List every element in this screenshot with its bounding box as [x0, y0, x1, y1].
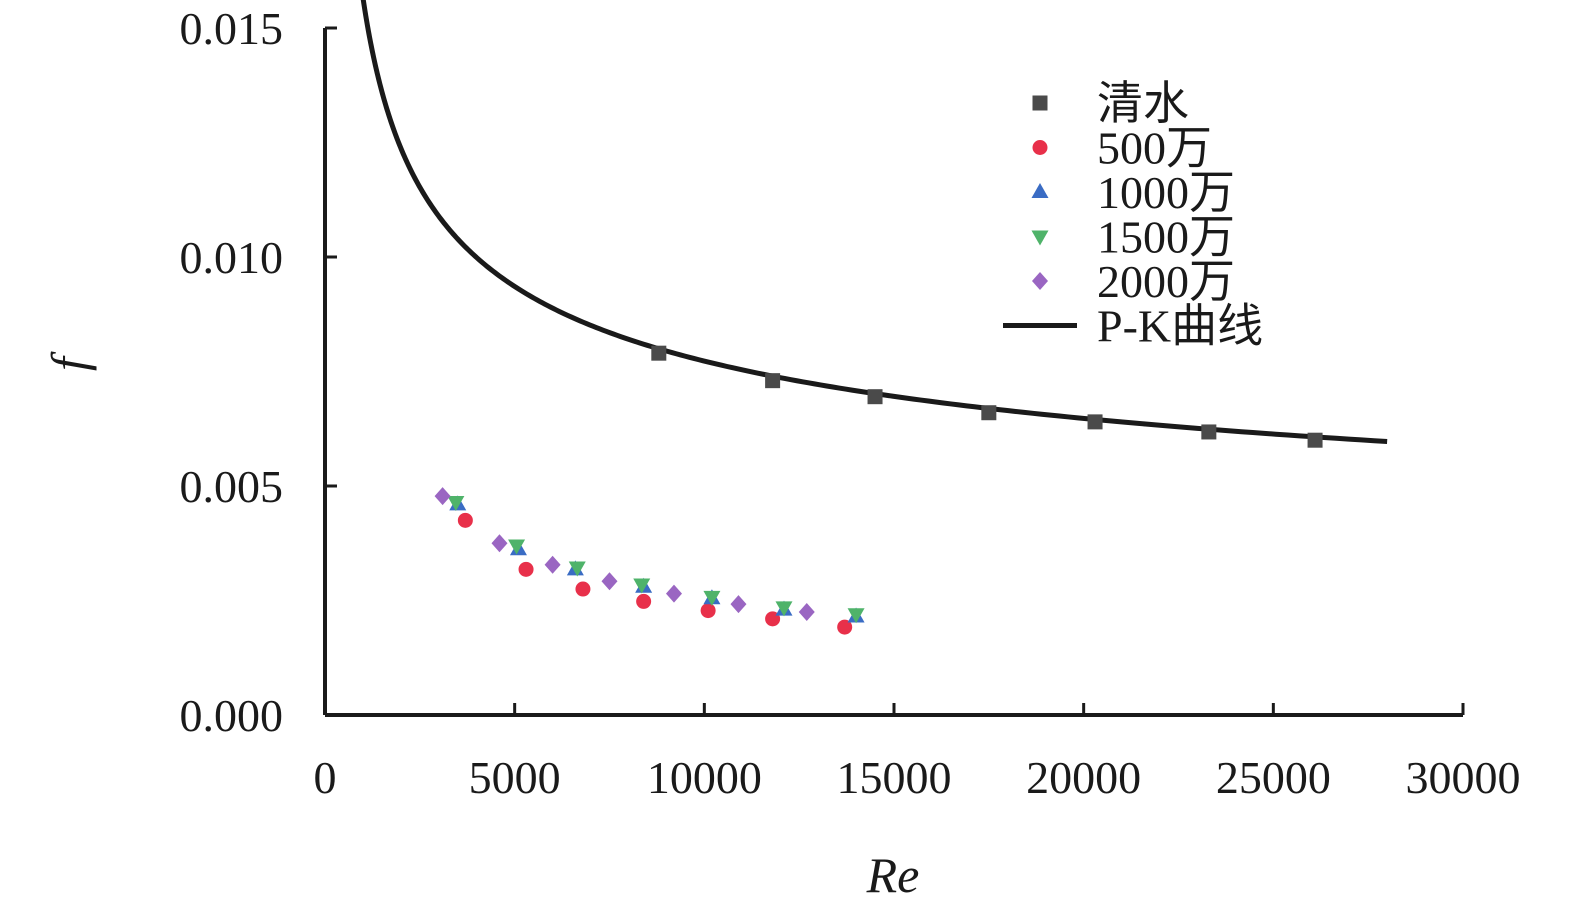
data-point-triangle-down — [568, 561, 586, 577]
axes — [323, 28, 1463, 717]
data-point-square — [1307, 432, 1323, 448]
legend-label: 1000万 — [1097, 167, 1235, 218]
legend-label: P-K曲线 — [1097, 301, 1263, 352]
data-points — [434, 345, 1323, 635]
x-tick-label: 10000 — [647, 752, 762, 803]
y-tick-label: 0.015 — [180, 3, 284, 54]
data-point-triangle-down — [847, 608, 865, 624]
data-point-diamond — [491, 534, 508, 553]
data-point-diamond — [544, 555, 561, 574]
data-point-diamond — [730, 595, 747, 614]
x-tick-label: 5000 — [469, 752, 561, 803]
y-tick-label: 0.010 — [180, 232, 284, 283]
data-point-diamond — [665, 584, 682, 603]
data-point-triangle-down — [775, 601, 793, 617]
data-point-diamond — [798, 602, 815, 621]
data-point-circle — [700, 603, 716, 619]
legend-label: 1500万 — [1097, 212, 1235, 263]
legend-swatch-triangle-down — [1031, 230, 1049, 246]
legend-swatch-circle — [1032, 140, 1048, 155]
data-point-diamond — [434, 487, 451, 506]
data-point-square — [867, 389, 883, 405]
y-tick-label: 0.005 — [180, 461, 284, 512]
x-tick-label: 20000 — [1026, 752, 1141, 803]
y-axis-title: f — [41, 351, 97, 371]
data-point-square — [765, 373, 781, 389]
legend-label: 2000万 — [1097, 256, 1235, 307]
x-axis-title: Re — [866, 847, 920, 903]
data-point-triangle-down — [633, 578, 651, 594]
pk-curve-line — [360, 0, 1388, 445]
data-point-triangle-down — [703, 590, 721, 606]
data-point-triangle-down — [447, 496, 465, 512]
data-point-square — [1201, 424, 1217, 440]
data-point-square — [1087, 414, 1103, 430]
data-point-circle — [636, 593, 652, 609]
legend-swatch-square — [1032, 95, 1048, 111]
y-tick-label: 0.000 — [180, 690, 284, 741]
data-point-circle — [518, 561, 534, 577]
x-tick-label: 25000 — [1216, 752, 1331, 803]
pk-curve-layer — [360, 0, 1388, 445]
x-tick-label: 30000 — [1406, 752, 1521, 803]
data-point-square — [651, 345, 667, 361]
data-point-triangle-down — [508, 539, 526, 555]
legend-swatch-triangle-up — [1031, 183, 1049, 198]
data-point-diamond — [601, 572, 618, 591]
y-ticks: 0.000 0.005 0.010 0.015 — [180, 3, 337, 741]
legend-swatch-diamond — [1032, 272, 1048, 290]
data-point-circle — [837, 619, 853, 635]
data-point-circle — [457, 512, 473, 528]
data-point-circle — [575, 581, 591, 597]
legend-label: 500万 — [1097, 123, 1212, 174]
x-ticks: 0 5000 10000 15000 20000 25000 30000 — [314, 703, 1521, 803]
x-tick-label: 15000 — [837, 752, 952, 803]
x-tick-label: 0 — [314, 752, 337, 803]
data-point-square — [981, 405, 997, 421]
legend-label: 清水 — [1097, 78, 1189, 129]
